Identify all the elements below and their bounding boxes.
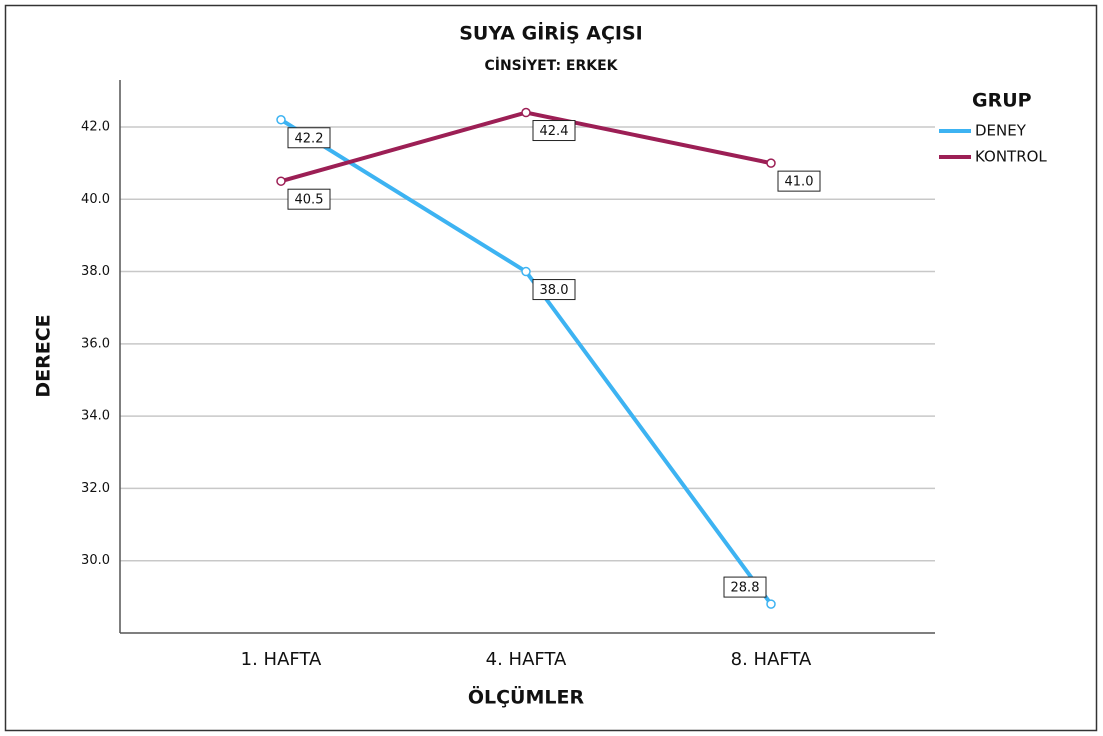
legend-label: KONTROL [975, 148, 1047, 166]
value-label: 41.0 [785, 175, 814, 190]
legend-label: DENEY [975, 122, 1027, 140]
point-marker [521, 107, 531, 118]
value-label-box [287, 127, 331, 149]
value-label-box [532, 279, 576, 301]
value-label: 38.0 [540, 283, 569, 298]
point-marker [521, 266, 531, 277]
y-tick-label: 40.0 [81, 192, 110, 207]
y-tick-label: 34.0 [81, 409, 110, 424]
value-label: 42.2 [295, 131, 324, 146]
point-marker [766, 599, 776, 609]
point-marker [276, 115, 286, 125]
value-label-box [723, 576, 767, 598]
value-label: 42.4 [540, 124, 569, 139]
chart-subtitle: CİNSİYET: ERKEK [484, 57, 618, 74]
value-label-box [532, 120, 576, 142]
x-tick-label: 1. HAFTA [241, 649, 322, 670]
y-tick-label: 36.0 [81, 336, 110, 351]
value-label-box [287, 188, 331, 210]
value-label: 40.5 [295, 193, 324, 208]
x-tick-label: 8. HAFTA [731, 649, 812, 670]
value-label: 28.8 [731, 581, 760, 596]
y-axis-label: DERECE [33, 314, 55, 397]
frame [4, 4, 1098, 732]
y-tick-label: 32.0 [81, 481, 110, 496]
value-label-box [777, 170, 821, 192]
y-tick-label: 30.0 [81, 553, 110, 568]
point-marker [276, 176, 286, 186]
x-tick-label: 4. HAFTA [486, 649, 567, 670]
y-tick-label: 38.0 [81, 264, 110, 279]
chart-title: SUYA GİRİŞ AÇISI [459, 21, 643, 45]
point-marker [766, 158, 776, 168]
x-axis-label: ÖLÇÜMLER [468, 685, 585, 709]
legend-title: GRUP [972, 90, 1032, 112]
y-tick-label: 42.0 [81, 119, 110, 134]
